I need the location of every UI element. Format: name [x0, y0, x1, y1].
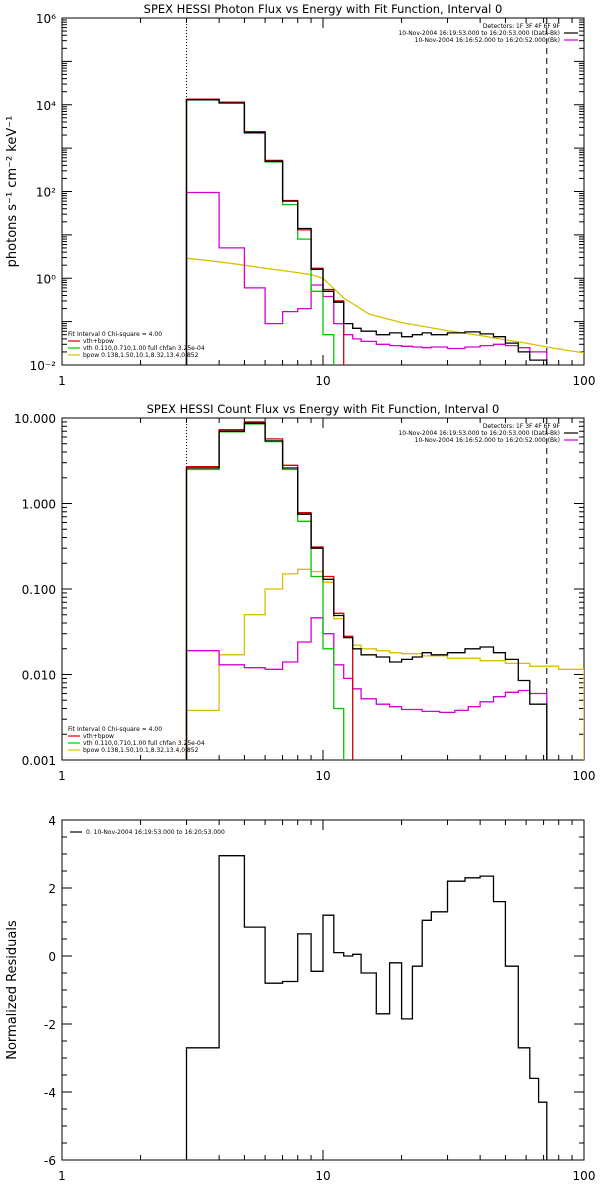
series-residuals [185, 855, 548, 1160]
y-axis-label: Normalized Residuals [5, 920, 20, 1060]
x-tick-label: 1 [58, 1169, 66, 1183]
legend-header: Fit Interval 0 Chi-square = 4.00 [68, 726, 162, 733]
legend-header: Fit Interval 0 Chi-square = 4.00 [68, 331, 162, 338]
y-tick-label: 2 [48, 882, 56, 896]
chart-title: SPEX HESSI Count Flux vs Energy with Fit… [147, 402, 500, 416]
legend-entry: vth 0.110,0.710,1.00 full chfan 3.25e-04 [83, 740, 205, 747]
x-tick-label: 10 [315, 374, 330, 388]
y-tick-label: 0.100 [22, 583, 56, 597]
y-tick-label: 10.000 [14, 412, 56, 426]
info-annotation: Detectors: 1F 3F 4F 6F 9F [483, 423, 561, 430]
y-tick-label: 0.010 [22, 669, 56, 683]
y-tick-label: 10⁻² [30, 359, 57, 373]
legend-entry: 0. 10-Nov-2004 16:19:53.000 to 16:20:53.… [86, 829, 225, 836]
info-annotation: 10-Nov-2004 16:16:52.000 to 16:20:52.000… [415, 37, 560, 44]
y-tick-label: 4 [48, 814, 56, 828]
chart-title: SPEX HESSI Photon Flux vs Energy with Fi… [144, 2, 503, 16]
y-tick-label: -6 [44, 1154, 56, 1168]
x-tick-label: 100 [573, 769, 596, 783]
chart-panel-1: 1 10 100 0.001 0.010 0.100 1.000 10.000 SPEX HES… [14, 402, 595, 783]
series-background [185, 617, 548, 760]
chart-panel-2: 1 10 100 -6 -4 -2 0 2 4 Normalized Residuals 0. 10… [5, 814, 595, 1183]
y-tick-label: 10⁰ [36, 272, 56, 286]
info-annotation: 10-Nov-2004 16:19:53.000 to 16:20:53.000… [398, 430, 560, 437]
x-tick-label: 1 [58, 769, 66, 783]
y-axis-label: photons s⁻¹ cm⁻² keV⁻¹ [5, 116, 20, 268]
y-tick-label: 0 [48, 950, 56, 964]
x-tick-label: 10 [315, 769, 330, 783]
y-tick-label: -4 [44, 1086, 56, 1100]
x-tick-label: 1 [58, 374, 66, 388]
legend-entry: vth+bpow [83, 733, 114, 740]
y-tick-label: 0.001 [22, 754, 56, 768]
info-annotation: 10-Nov-2004 16:16:52.000 to 16:20:52.000… [415, 437, 560, 444]
y-tick-label: 10⁴ [36, 99, 56, 113]
info-annotation: Detectors: 1F 3F 4F 6F 9F [483, 23, 561, 30]
info-annotation: 10-Nov-2004 16:19:53.000 to 16:20:53.000… [398, 30, 560, 37]
legend-entry: bpow 0.138,1.50,10.1,8.32,13.4,0.852 [83, 352, 199, 359]
y-tick-label: -2 [44, 1018, 56, 1032]
legend-entry: vth 0.110,0.710,1.00 full chfan 3.25e-04 [83, 345, 205, 352]
chart-panel-0: 1 10 100 10⁻² 10⁰ 10² 10⁴ 10⁶ SPEX HESSI Photon … [5, 2, 595, 388]
series-background [185, 191, 548, 365]
x-tick-label: 10 [315, 1169, 330, 1183]
series-data [185, 99, 548, 365]
legend-entry: bpow 0.138,1.50,10.1,8.32,13.4,0.852 [83, 747, 199, 754]
y-tick-label: 1.000 [22, 498, 56, 512]
axes-frame [61, 819, 585, 1161]
series-data [185, 422, 548, 760]
y-tick-label: 10² [36, 186, 56, 200]
series-bpow [186, 257, 584, 354]
x-tick-label: 100 [573, 1169, 596, 1183]
series-bpow [185, 568, 584, 760]
x-tick-label: 100 [573, 374, 596, 388]
y-tick-label: 10⁶ [36, 12, 56, 26]
legend-entry: vth+bpow [83, 338, 114, 345]
